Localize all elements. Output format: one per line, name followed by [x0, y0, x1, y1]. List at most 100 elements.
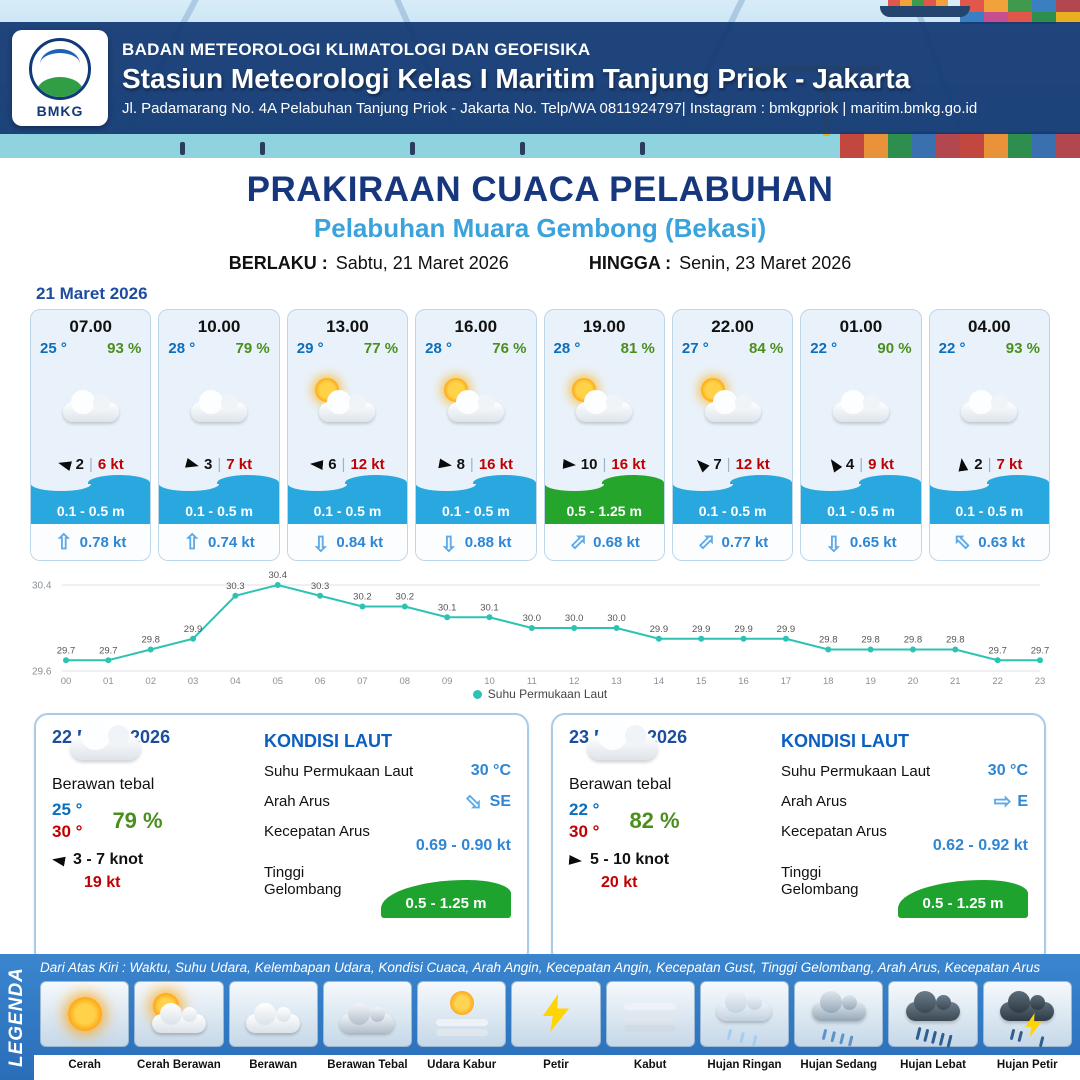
- air-temperature: 22 °: [810, 340, 838, 357]
- wind-direction-icon: [562, 457, 576, 471]
- current-speed-range: 0.62 - 0.92 kt: [932, 837, 1028, 854]
- svg-text:30.2: 30.2: [396, 592, 415, 603]
- wave-height: 0.1 - 0.5 m: [955, 503, 1024, 519]
- chart-legend: Suhu Permukaan Laut: [28, 687, 1052, 701]
- container-stack: [960, 0, 1080, 12]
- wave-height-band: 0.1 - 0.5 m: [31, 475, 151, 524]
- wave-height: 0.1 - 0.5 m: [441, 503, 510, 519]
- wind-value: 2: [974, 455, 983, 473]
- page-title: PRAKIRAAN CUACA PELABUHAN: [246, 170, 834, 209]
- legend-labels-row: Cerah Cerah Berawan Berawan Berawan Teba…: [34, 1055, 1080, 1080]
- header: BMKG BADAN METEOROLOGI KLIMATOLOGI DAN G…: [0, 0, 1080, 158]
- hourly-forecast-row: 07.00 25 ° 93 % 2 | 6 kt 0.1 - 0.5 m ⇧ 0.78 …: [30, 309, 1050, 561]
- person-silhouette: [180, 142, 185, 155]
- svg-text:19: 19: [865, 676, 876, 687]
- cloud-icon: [576, 390, 633, 422]
- legend-label: Petir: [543, 1059, 569, 1071]
- wave-height-band: 0.1 - 0.5 m: [672, 475, 793, 524]
- air-temperature: 27 °: [681, 340, 709, 357]
- legend-item: [699, 981, 790, 1047]
- weather-icon: [61, 386, 121, 422]
- current-speed-label: Kecepatan Arus: [780, 823, 887, 840]
- cloud-icon: [447, 390, 504, 422]
- wave-height-label: Tinggi Gelombang: [263, 864, 342, 898]
- forecast-card: 04.00 22 ° 93 % 2 | 7 kt 0.1 - 0.5 m ⇧ 0.63 …: [928, 309, 1050, 561]
- legend-item: [40, 981, 130, 1047]
- wind-speed: 16 kt: [478, 455, 514, 473]
- svg-text:30.0: 30.0: [607, 613, 626, 624]
- humidity: 81 %: [620, 340, 655, 357]
- cloud-icon: [832, 390, 889, 422]
- wave-height: 0.1 - 0.5 m: [827, 503, 895, 519]
- cloud-icon: [319, 390, 376, 422]
- wave-height-band: 0.1 - 0.5 m: [929, 475, 1049, 524]
- temperature-max: 30 °: [569, 822, 600, 841]
- sea-conditions-title: KONDISI LAUT: [263, 731, 392, 751]
- legend-side-label: LEGENDA: [6, 967, 27, 1067]
- legend-label: Hujan Petir: [996, 1059, 1058, 1071]
- current-direction-icon: ⇧: [458, 787, 488, 816]
- svg-text:30.2: 30.2: [353, 592, 372, 603]
- current-direction-icon: ⇧: [562, 527, 592, 557]
- wind-value: 7: [713, 455, 722, 473]
- temperature-max: 30 °: [52, 822, 83, 841]
- svg-text:30.4: 30.4: [268, 570, 287, 581]
- humidity: 76 %: [492, 340, 527, 357]
- wind-direction-icon: [825, 455, 843, 473]
- wave-height: 0.5 - 1.25 m: [566, 503, 642, 519]
- wind-speed: 7 kt: [226, 455, 253, 473]
- bmkg-logo: BMKG: [12, 30, 108, 126]
- wind-direction-icon: [310, 457, 324, 471]
- svg-text:29.7: 29.7: [1031, 645, 1050, 656]
- svg-text:21: 21: [950, 676, 961, 687]
- weather-icon: [572, 378, 634, 422]
- svg-text:29.7: 29.7: [99, 645, 118, 656]
- temperature-min: 25 °: [52, 800, 83, 819]
- current-direction: E: [1017, 792, 1028, 810]
- forecast-card: 10.00 28 ° 79 % 3 | 7 kt 0.1 - 0.5 m ⇧ 0.74 …: [158, 309, 280, 561]
- wind-range: 5 - 10 knot: [590, 851, 670, 868]
- current-direction-icon: ⇧: [311, 530, 330, 554]
- sst-label: Suhu Permukaan Laut: [263, 762, 414, 780]
- current-direction-icon: ⇧: [948, 527, 977, 557]
- validity-period: BERLAKU : Sabtu, 21 Maret 2026 HINGGA : Se…: [0, 253, 1080, 274]
- legend-series-name: Suhu Permukaan Laut: [487, 687, 608, 701]
- svg-text:30.1: 30.1: [480, 602, 499, 613]
- wind-value: 4: [845, 455, 855, 473]
- svg-text:29.7: 29.7: [988, 645, 1007, 656]
- humidity: 93 %: [1005, 340, 1040, 357]
- weather-icon: [189, 386, 249, 422]
- humidity: 79 %: [235, 340, 270, 357]
- legend-footer: LEGENDA Dari Atas Kiri : Waktu, Suhu Uda…: [0, 954, 1080, 1080]
- time-label: 22.00: [711, 317, 754, 336]
- svg-text:13: 13: [611, 676, 622, 687]
- sun-icon: [53, 989, 117, 1039]
- lightning-icon: [524, 989, 588, 1039]
- header-band: BMKG BADAN METEOROLOGI KLIMATOLOGI DAN G…: [0, 22, 1080, 134]
- time-label: 07.00: [69, 317, 112, 336]
- current-speed: 0.63 kt: [978, 533, 1025, 551]
- svg-text:30.0: 30.0: [565, 613, 584, 624]
- current-direction-icon: ⇧: [55, 530, 73, 554]
- wave-height-band: 0.5 - 1.25 m: [544, 475, 664, 524]
- current-speed: 0.68 kt: [593, 533, 640, 551]
- svg-text:29.7: 29.7: [57, 645, 76, 656]
- svg-text:29.8: 29.8: [904, 635, 923, 646]
- current-speed: 0.77 kt: [721, 533, 769, 551]
- air-temperature: 28 °: [168, 340, 196, 357]
- wind-value: 8: [456, 455, 465, 473]
- person-silhouette: [640, 142, 645, 155]
- svg-text:06: 06: [315, 676, 326, 687]
- weather-icon: [959, 386, 1019, 422]
- air-temperature: 22 °: [938, 340, 966, 357]
- humidity: 79 %: [112, 808, 163, 833]
- heavy-rain-icon: [901, 989, 965, 1041]
- air-temperature: 28 °: [425, 340, 452, 357]
- svg-text:11: 11: [527, 676, 537, 687]
- weather-icon: [315, 378, 377, 422]
- cloud-icon: [704, 390, 761, 422]
- svg-text:29.8: 29.8: [819, 635, 838, 646]
- cloud-icon: [587, 720, 658, 760]
- humidity: 77 %: [363, 340, 399, 357]
- wind-speed: 7 kt: [996, 455, 1023, 473]
